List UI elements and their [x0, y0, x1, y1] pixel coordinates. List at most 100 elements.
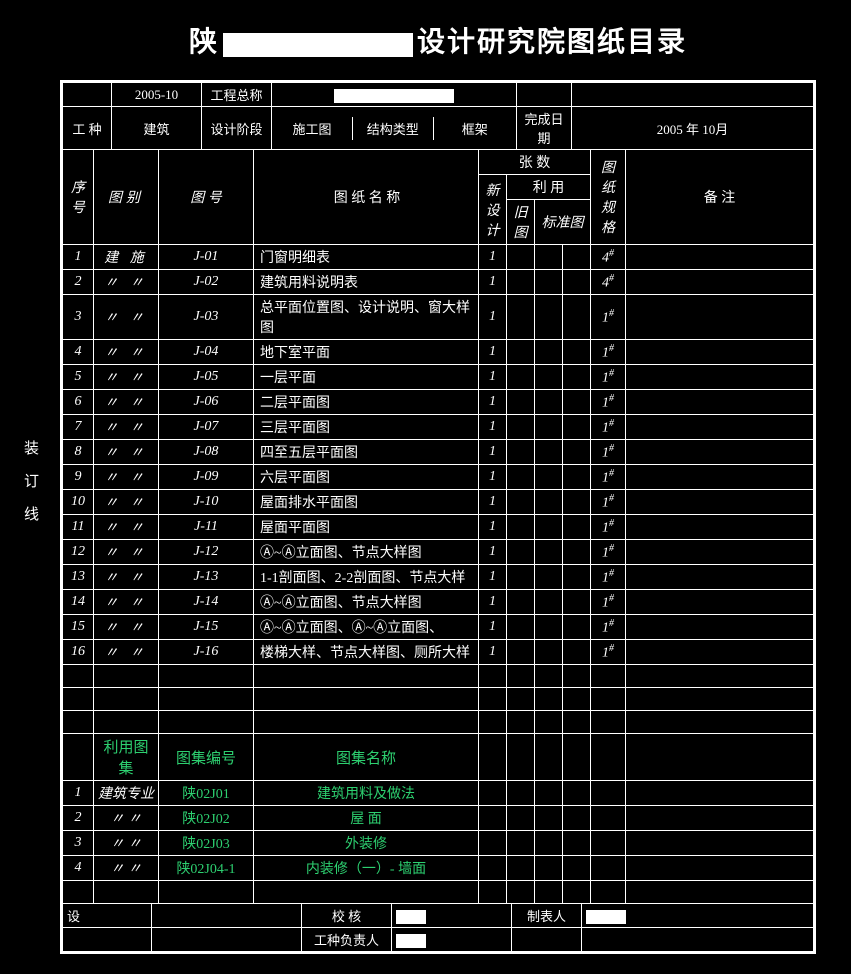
- row-std2: [563, 245, 591, 270]
- row-remark: [626, 340, 815, 365]
- row-name: 六层平面图: [254, 465, 479, 490]
- row-new: 1: [479, 540, 507, 565]
- row-spec: 1#: [591, 615, 626, 640]
- title-prefix: 陕: [189, 27, 219, 58]
- hdr-use: 利 用: [507, 175, 591, 200]
- row-category: 〃 〃: [94, 465, 159, 490]
- row-std2: [563, 590, 591, 615]
- row-seq: 8: [62, 440, 94, 465]
- row-category: 〃 〃: [94, 415, 159, 440]
- row-old: [507, 465, 535, 490]
- row-number: J-04: [159, 340, 254, 365]
- row-remark: [626, 515, 815, 540]
- row-std1: [535, 615, 563, 640]
- footer-table: 设 校 核 制表人 工种负责人: [60, 903, 816, 954]
- row-std1: [535, 515, 563, 540]
- row-old: [507, 615, 535, 640]
- meta-r2-c2-label: 设计阶段: [202, 107, 272, 150]
- row-category: 〃 〃: [94, 270, 159, 295]
- row-spec: 1#: [591, 490, 626, 515]
- hdr-new: 新设计: [479, 175, 507, 245]
- row-name: 总平面位置图、设计说明、窗大样图: [254, 295, 479, 340]
- hdr-seq: 序号: [62, 150, 94, 245]
- row-name: 建筑用料说明表: [254, 270, 479, 295]
- row-category: 〃 〃: [94, 365, 159, 390]
- row-number: J-16: [159, 640, 254, 665]
- hdr-name: 图 纸 名 称: [254, 150, 479, 245]
- row-category: 〃 〃: [94, 340, 159, 365]
- row-std1: [535, 415, 563, 440]
- row-std2: [563, 415, 591, 440]
- table-row: 6〃 〃J-06二层平面图11#: [62, 390, 815, 415]
- row-seq: 5: [62, 365, 94, 390]
- row-spec: 1#: [591, 295, 626, 340]
- hdr-number: 图 号: [159, 150, 254, 245]
- row-name: 一层平面: [254, 365, 479, 390]
- row-old: [507, 390, 535, 415]
- atlas-cat: 〃 〃: [94, 831, 159, 856]
- row-std2: [563, 515, 591, 540]
- page-title: 陕设计研究院图纸目录: [60, 20, 816, 60]
- row-seq: 15: [62, 615, 94, 640]
- row-seq: 9: [62, 465, 94, 490]
- atlas-name: 屋 面: [254, 806, 479, 831]
- hdr-remark: 备 注: [626, 150, 815, 245]
- f-r2-c1: [62, 928, 152, 953]
- row-remark: [626, 640, 815, 665]
- atlas-name: 外装修: [254, 831, 479, 856]
- table-row: 4〃 〃J-04地下室平面11#: [62, 340, 815, 365]
- row-std2: [563, 540, 591, 565]
- row-seq: 3: [62, 295, 94, 340]
- row-std2: [563, 565, 591, 590]
- atlas-h-name: 图集名称: [254, 734, 479, 781]
- table-row: 16〃 〃J-16楼梯大样、节点大样图、厕所大样11#: [62, 640, 815, 665]
- row-number: J-09: [159, 465, 254, 490]
- row-name: Ⓐ~Ⓐ立面图、节点大样图: [254, 540, 479, 565]
- row-new: 1: [479, 270, 507, 295]
- row-old: [507, 515, 535, 540]
- atlas-h-blank: [62, 734, 94, 781]
- row-name: 二层平面图: [254, 390, 479, 415]
- atlas-seq: 2: [62, 806, 94, 831]
- meta-r2-inner: 施工图 结构类型 框架: [272, 107, 517, 150]
- row-new: 1: [479, 590, 507, 615]
- table-row: 11〃 〃J-11屋面平面图11#: [62, 515, 815, 540]
- table-row: 3〃 〃J-03总平面位置图、设计说明、窗大样图11#: [62, 295, 815, 340]
- row-old: [507, 415, 535, 440]
- row-std2: [563, 440, 591, 465]
- row-category: 〃 〃: [94, 565, 159, 590]
- row-spec: 1#: [591, 515, 626, 540]
- row-number: J-12: [159, 540, 254, 565]
- table-row: 13〃 〃J-131-1剖面图、2-2剖面图、节点大样11#: [62, 565, 815, 590]
- table-row: 9〃 〃J-09六层平面图11#: [62, 465, 815, 490]
- meta-table: 2005-10 工程总称 工 种 建筑 设计阶段 施工图 结构类型 框架 完成日…: [60, 80, 816, 150]
- meta-r2-c1-val: 建筑: [112, 107, 202, 150]
- row-std2: [563, 640, 591, 665]
- row-std1: [535, 440, 563, 465]
- row-remark: [626, 590, 815, 615]
- row-category: 〃 〃: [94, 590, 159, 615]
- row-category: 〃 〃: [94, 490, 159, 515]
- hdr-category: 图别: [94, 150, 159, 245]
- row-seq: 10: [62, 490, 94, 515]
- row-name: 屋面排水平面图: [254, 490, 479, 515]
- atlas-seq: 4: [62, 856, 94, 881]
- atlas-seq: 3: [62, 831, 94, 856]
- row-std1: [535, 465, 563, 490]
- atlas-row: 1建筑专业陕02J01建筑用料及做法: [62, 781, 815, 806]
- row-number: J-02: [159, 270, 254, 295]
- row-old: [507, 590, 535, 615]
- row-name: 三层平面图: [254, 415, 479, 440]
- atlas-cat: 〃 〃: [94, 806, 159, 831]
- row-remark: [626, 245, 815, 270]
- row-remark: [626, 295, 815, 340]
- row-spec: 4#: [591, 245, 626, 270]
- row-number: J-08: [159, 440, 254, 465]
- row-new: 1: [479, 565, 507, 590]
- f-r2-c5: [512, 928, 582, 953]
- row-number: J-11: [159, 515, 254, 540]
- row-old: [507, 295, 535, 340]
- f-r1-c6: [582, 904, 815, 928]
- meta-r1-c1: [62, 82, 112, 107]
- row-old: [507, 490, 535, 515]
